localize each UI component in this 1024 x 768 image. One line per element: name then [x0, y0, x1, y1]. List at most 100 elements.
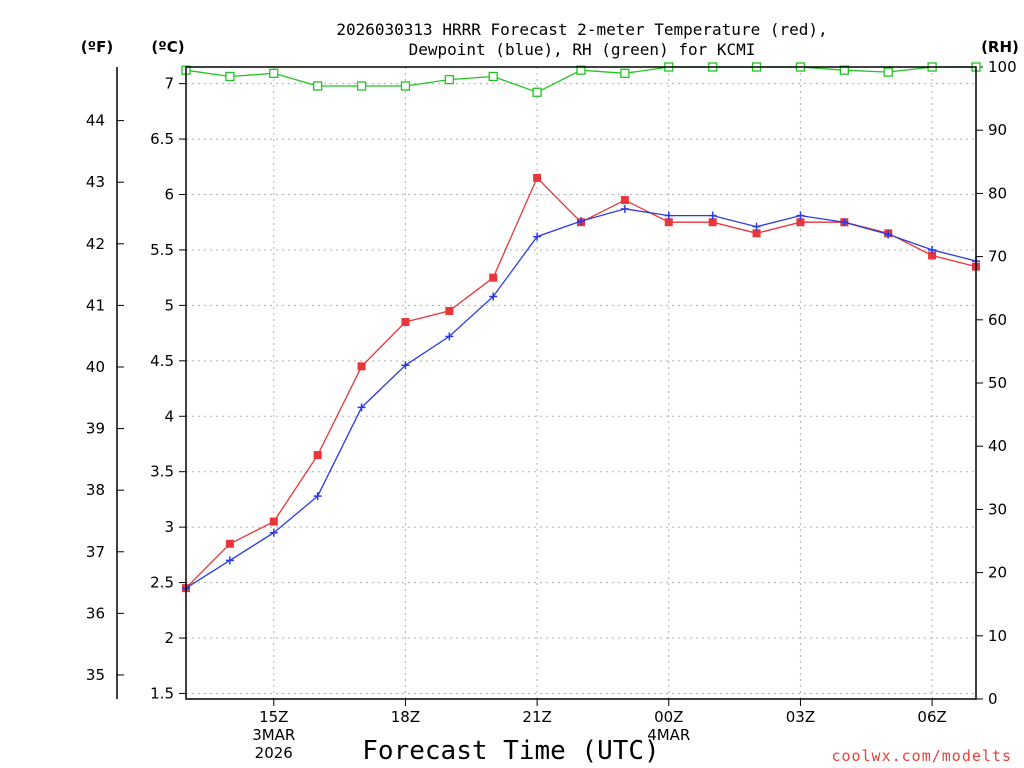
fahrenheit-tick-label: 44 [86, 112, 105, 130]
x-axis-label: Forecast Time (UTC) [362, 736, 659, 766]
dewpoint-point [752, 222, 761, 231]
temperature-point [796, 218, 805, 227]
temperature-point [225, 539, 234, 548]
dewpoint-point [884, 230, 893, 239]
celsius-tick-label: 2.5 [150, 574, 174, 592]
rh-tick-label: 30 [988, 500, 1007, 518]
fahrenheit-axis: 35 36 37 38 39 40 41 42 43 44 [86, 67, 124, 699]
chart-title-line-1: 2026030313 HRRR Forecast 2-meter Tempera… [336, 20, 827, 39]
dewpoint-point [445, 332, 454, 341]
credit-text: coolwx.com/modelts [831, 747, 1012, 765]
temperature-point [401, 318, 410, 327]
time-tick-label: 18Z [391, 708, 420, 726]
dewpoint-point [357, 403, 366, 412]
time-tick-label: 4MAR [647, 726, 690, 744]
fahrenheit-tick-label: 40 [86, 358, 105, 376]
temperature-point [752, 229, 761, 238]
dewpoint-point [708, 211, 717, 220]
time-tick-label: 2026 [255, 744, 293, 762]
time-tick-label: 21Z [522, 708, 551, 726]
celsius-tick-label: 4.5 [150, 352, 174, 370]
dewpoint-point [533, 232, 542, 241]
celsius-tick-label: 2 [164, 629, 174, 647]
chart-title-line-2: Dewpoint (blue), RH (green) for KCMI [409, 40, 756, 59]
celsius-tick-label: 7 [164, 75, 174, 93]
rh-point [225, 71, 235, 82]
dewpoint-point [401, 361, 410, 370]
temperature-point [445, 306, 454, 315]
temperature-point [533, 173, 542, 182]
rh-unit-label: (RH) [981, 38, 1019, 56]
fahrenheit-tick-label: 36 [86, 604, 105, 622]
temperature-line [185, 176, 977, 589]
rh-tick-label: 50 [988, 374, 1007, 392]
celsius-tick-label: 5 [164, 296, 174, 314]
fahrenheit-tick-label: 35 [86, 666, 105, 684]
rh-axis: 0 10 20 30 40 50 60 70 80 90 100 [976, 58, 1017, 708]
rh-tick-label: 80 [988, 184, 1007, 202]
fahrenheit-unit-label: (ºF) [81, 38, 113, 56]
rh-tick-label: 0 [988, 690, 998, 708]
gridlines [186, 67, 976, 699]
rh-point [444, 74, 454, 85]
time-tick-label: 3MAR [252, 726, 295, 744]
time-tick-label: 00Z [654, 708, 683, 726]
celsius-tick-label: 1.5 [150, 684, 174, 702]
dewpoint-line [185, 208, 977, 589]
rh-tick-label: 100 [988, 58, 1017, 76]
temperature-point [313, 451, 322, 460]
rh-point [532, 87, 542, 97]
rh-tick-label: 10 [988, 627, 1007, 645]
fahrenheit-tick-label: 39 [86, 420, 105, 438]
rh-point [576, 65, 586, 75]
fahrenheit-tick-label: 37 [86, 543, 105, 561]
dewpoint-point [928, 245, 937, 254]
dewpoint-point [269, 528, 278, 537]
rh-point [488, 71, 498, 82]
celsius-tick-label: 4 [164, 407, 174, 425]
rh-tick-label: 60 [988, 311, 1007, 329]
dewpoint-point [225, 556, 234, 565]
fahrenheit-tick-label: 42 [86, 235, 105, 253]
temperature-point [489, 273, 498, 282]
rh-tick-label: 90 [988, 121, 1007, 139]
rh-point [839, 65, 849, 75]
dewpoint-point [796, 211, 805, 220]
plot-frame [185, 66, 977, 700]
rh-point [620, 68, 630, 78]
celsius-tick-label: 6 [164, 186, 174, 204]
time-tick-label: 06Z [917, 708, 946, 726]
series-layer [181, 62, 981, 593]
rh-tick-label: 20 [988, 564, 1007, 582]
dewpoint-point [577, 217, 585, 226]
rh-tick-label: 40 [988, 437, 1007, 455]
dewpoint-point [620, 204, 629, 213]
time-tick-label: 15Z [259, 708, 288, 726]
rh-series [181, 62, 981, 97]
celsius-unit-label: (ºC) [151, 38, 184, 56]
celsius-tick-label: 5.5 [150, 241, 174, 259]
dewpoint-point [664, 211, 673, 220]
temperature-point [357, 362, 366, 371]
rh-point [400, 81, 411, 91]
celsius-tick-label: 3.5 [150, 463, 174, 481]
temperature-point [708, 218, 717, 227]
rh-point [269, 68, 279, 78]
celsius-tick-label: 3 [164, 518, 174, 536]
dewpoint-series [182, 204, 980, 593]
temperature-point [269, 517, 278, 526]
temperature-series [182, 173, 980, 593]
fahrenheit-tick-label: 43 [86, 173, 105, 191]
rh-point [313, 81, 323, 91]
dewpoint-point [840, 218, 849, 227]
rh-point [883, 67, 893, 77]
fahrenheit-tick-label: 41 [86, 296, 105, 314]
temperature-point [664, 218, 673, 227]
fahrenheit-tick-label: 38 [86, 481, 105, 499]
celsius-axis: 1.5 2 2.5 3 3.5 4 4.5 5 5.5 6 6.5 7 [150, 75, 186, 702]
rh-tick-label: 70 [988, 248, 1007, 266]
temperature-point [620, 196, 629, 205]
time-tick-label: 03Z [786, 708, 815, 726]
